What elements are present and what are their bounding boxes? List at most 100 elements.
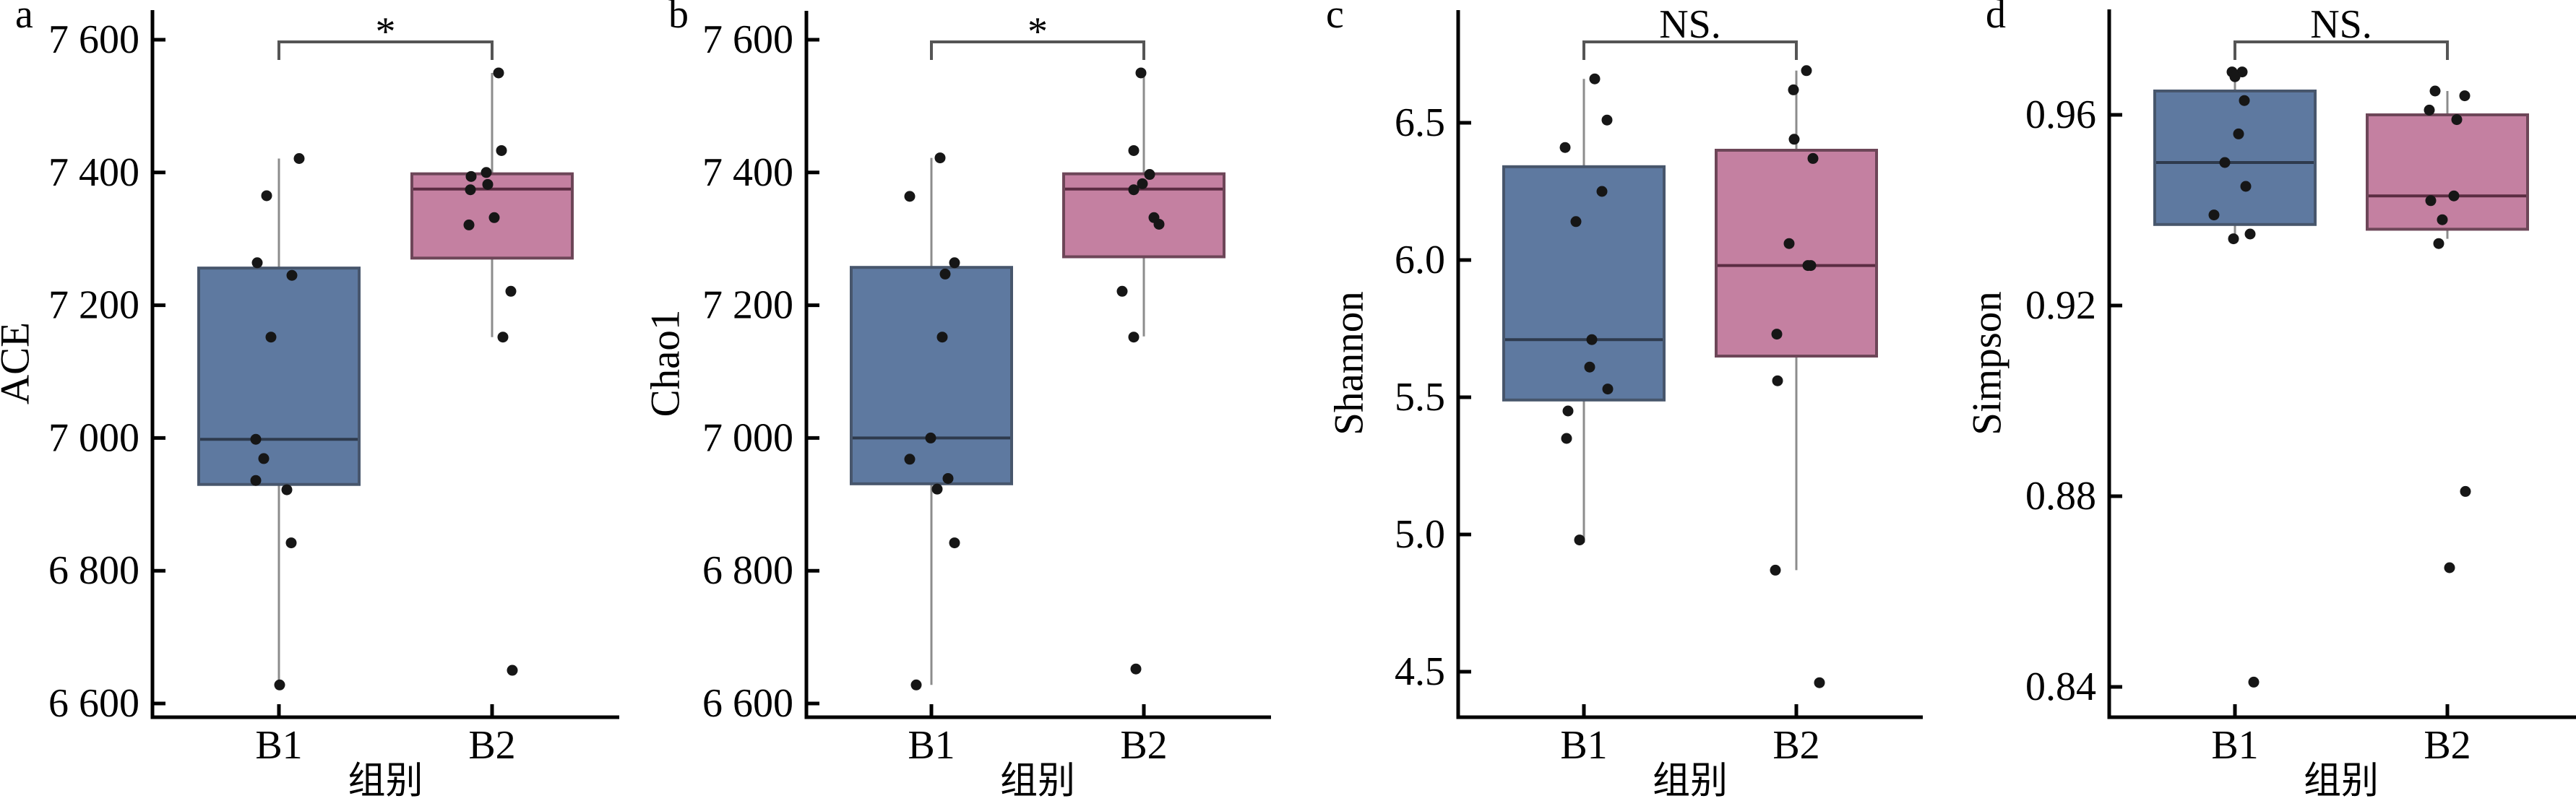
box-B1 xyxy=(850,266,1013,485)
data-point xyxy=(934,152,946,164)
y-tick-label: 0.84 xyxy=(2025,664,2096,709)
data-point xyxy=(1570,216,1582,228)
significance-label: NS. xyxy=(2310,2,2372,47)
data-point xyxy=(250,475,262,486)
y-axis-title: ACE xyxy=(0,322,38,404)
data-point xyxy=(2444,562,2455,573)
data-point xyxy=(1601,114,1613,126)
data-point xyxy=(1144,169,1155,181)
data-point xyxy=(286,269,298,281)
x-axis-title: 组别 xyxy=(348,761,423,801)
panel-letter: d xyxy=(1986,0,2006,37)
data-point xyxy=(2459,90,2471,102)
data-point xyxy=(1116,285,1128,297)
data-point xyxy=(497,332,509,343)
panel-a-ace: 7 600 7 400 7 200 7 000 6 800 6 600 B1 B2 组别 ACE a… xyxy=(0,0,619,801)
data-point xyxy=(465,170,477,182)
box-group-B1 xyxy=(2153,66,2317,688)
y-tick-label: 0.88 xyxy=(2025,474,2096,519)
x-tick-label: B1 xyxy=(2211,723,2258,768)
data-point xyxy=(496,144,507,156)
data-point xyxy=(1596,186,1608,197)
data-point xyxy=(1153,218,1165,230)
data-point xyxy=(2425,195,2437,207)
data-point xyxy=(1584,361,1595,373)
data-point xyxy=(2433,238,2444,249)
data-point xyxy=(1771,329,1783,340)
box-group-B1 xyxy=(850,152,1013,690)
box-group-B2 xyxy=(1715,65,1878,688)
data-point xyxy=(939,268,951,280)
data-point xyxy=(1128,184,1140,196)
data-point xyxy=(936,332,948,343)
data-point xyxy=(2208,209,2220,221)
y-tick-label: 7 600 xyxy=(48,17,139,62)
data-point xyxy=(910,679,922,690)
data-point xyxy=(949,257,960,269)
y-tick-label: 5.0 xyxy=(1395,512,1445,557)
data-point xyxy=(925,432,936,443)
data-point xyxy=(949,537,960,549)
y-tick-label: 6 600 xyxy=(48,681,139,726)
y-tick-label: 6 600 xyxy=(702,681,793,726)
x-tick-label: B1 xyxy=(255,723,302,768)
data-point xyxy=(493,67,504,79)
data-point xyxy=(465,184,476,196)
box-group-B1 xyxy=(1502,73,1666,546)
data-point xyxy=(505,285,517,297)
y-tick-label: 7 200 xyxy=(48,283,139,328)
data-point xyxy=(1805,260,1817,272)
y-tick-label: 6 800 xyxy=(702,548,793,593)
x-axis-title: 组别 xyxy=(1653,761,1728,801)
significance-bracket xyxy=(1582,40,1798,60)
data-point xyxy=(463,219,475,230)
data-point xyxy=(251,257,263,269)
data-point xyxy=(1589,73,1601,85)
data-point xyxy=(1135,67,1147,79)
panel-d-simpson: 0.96 0.92 0.88 0.84 B1 B2 组别 Simpson d NS. xyxy=(1965,0,2576,801)
data-point xyxy=(942,472,954,484)
data-point xyxy=(2451,114,2463,126)
data-point xyxy=(2248,676,2260,688)
significance-label: NS. xyxy=(1659,2,1721,47)
y-tick-label: 5.5 xyxy=(1395,375,1445,420)
data-point xyxy=(1562,405,1574,417)
y-tick-label: 7 400 xyxy=(702,150,793,195)
y-tick-label: 6 800 xyxy=(48,548,139,593)
x-axis-title: 组别 xyxy=(2304,761,2379,801)
data-point xyxy=(1807,152,1819,164)
data-point xyxy=(2448,190,2460,202)
data-point xyxy=(2229,71,2241,82)
data-point xyxy=(1574,534,1585,546)
box-group-B2 xyxy=(410,67,574,676)
data-point xyxy=(281,484,293,495)
data-point xyxy=(904,454,916,465)
y-tick-label: 7 600 xyxy=(702,17,793,62)
data-point xyxy=(250,433,262,445)
y-axis-title: Simpson xyxy=(1965,291,2010,436)
y-tick-label: 7 000 xyxy=(48,415,139,460)
x-tick-label: B2 xyxy=(1772,723,1819,768)
data-point xyxy=(481,167,492,178)
data-point xyxy=(265,332,277,343)
data-point xyxy=(931,483,943,495)
data-point xyxy=(1559,142,1571,153)
data-point xyxy=(1561,433,1572,444)
y-tick-label: 0.96 xyxy=(2025,92,2096,137)
data-point xyxy=(1788,84,1799,95)
data-point xyxy=(2437,214,2448,225)
data-point xyxy=(2244,228,2256,240)
data-point xyxy=(285,537,297,549)
y-tick-label: 6.0 xyxy=(1395,238,1445,282)
box-B2 xyxy=(1715,149,1878,358)
significance-bracket xyxy=(2233,40,2449,60)
data-point xyxy=(274,679,285,690)
box-group-B2 xyxy=(1062,67,1225,675)
x-tick-label: B2 xyxy=(468,723,515,768)
y-tick-label: 6.5 xyxy=(1395,100,1445,145)
data-point xyxy=(1128,332,1140,343)
data-point xyxy=(2240,181,2252,192)
data-point xyxy=(1602,384,1614,395)
data-point xyxy=(1770,564,1781,576)
y-tick-label: 0.92 xyxy=(2025,283,2096,328)
